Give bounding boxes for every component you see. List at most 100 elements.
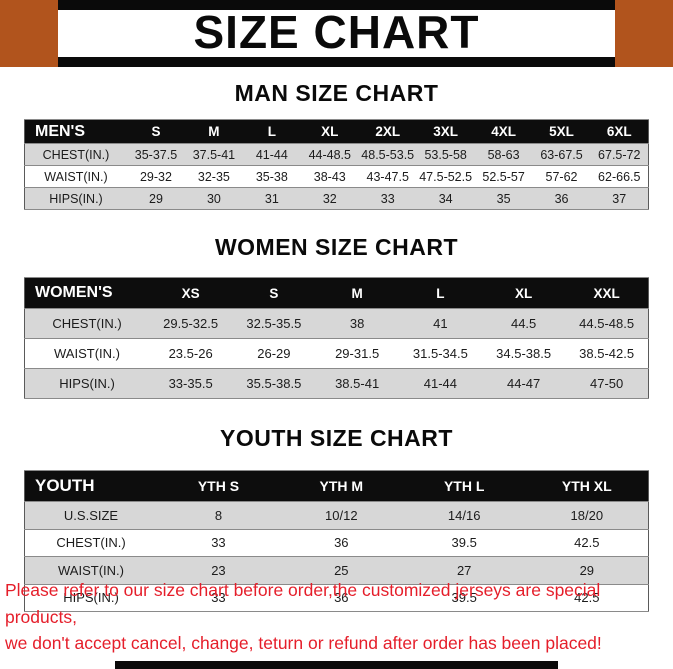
table-corner-header: YOUTH bbox=[24, 470, 157, 502]
table-cell: 44-48.5 bbox=[300, 143, 359, 166]
table-row: U.S.SIZE 8 10/12 14/16 18/20 bbox=[24, 501, 649, 530]
table-cell: 62-66.5 bbox=[590, 165, 649, 188]
table-cell: 35-37.5 bbox=[127, 143, 185, 166]
table-cell: 14/16 bbox=[402, 501, 526, 530]
table-cell: 32 bbox=[300, 187, 359, 210]
table-cell: 67.5-72 bbox=[590, 143, 649, 166]
column-header: YTH M bbox=[279, 470, 403, 502]
table-cell: 53.5-58 bbox=[416, 143, 475, 166]
column-header: XL bbox=[300, 119, 359, 144]
table-cell: 38.5-42.5 bbox=[565, 338, 649, 369]
table-cell: 35-38 bbox=[242, 165, 301, 188]
table-cell: 38 bbox=[315, 308, 399, 339]
row-label: HIPS(IN.) bbox=[24, 368, 149, 399]
row-label: HIPS(IN.) bbox=[24, 187, 127, 210]
header-row: YOUTH YTH S YTH M YTH L YTH XL bbox=[24, 470, 649, 502]
column-header: L bbox=[398, 277, 482, 309]
table-row: HIPS(IN.) 33 36 39.5 42.5 bbox=[24, 583, 649, 612]
table-row: CHEST(IN.) 29.5-32.5 32.5-35.5 38 41 44.5 44.5… bbox=[24, 308, 649, 339]
row-label: U.S.SIZE bbox=[24, 501, 157, 530]
table-cell: 39.5 bbox=[402, 583, 526, 612]
table-cell: 29 bbox=[525, 556, 649, 585]
column-header: 5XL bbox=[532, 119, 591, 144]
column-header: S bbox=[127, 119, 185, 144]
column-header: 6XL bbox=[590, 119, 649, 144]
column-header: 3XL bbox=[416, 119, 475, 144]
table-row: CHEST(IN.) 35-37.5 37.5-41 41-44 44-48.5 48.5… bbox=[24, 143, 649, 166]
table-cell: 25 bbox=[279, 556, 403, 585]
row-label: HIPS(IN.) bbox=[24, 583, 157, 612]
column-header: XL bbox=[482, 277, 566, 309]
table-cell: 29.5-32.5 bbox=[149, 308, 233, 339]
table-cell: 44-47 bbox=[482, 368, 566, 399]
table-cell: 42.5 bbox=[525, 528, 649, 557]
table-cell: 38-43 bbox=[300, 165, 359, 188]
orange-corner-right bbox=[615, 0, 673, 67]
column-header: YTH L bbox=[402, 470, 526, 502]
column-header: M bbox=[315, 277, 399, 309]
disclaimer-note: Please refer to our size chart before or… bbox=[5, 577, 668, 656]
table-cell: 33 bbox=[157, 583, 280, 612]
column-header: S bbox=[232, 277, 316, 309]
table-corner-header: WOMEN'S bbox=[24, 277, 149, 309]
table-cell: 34.5-38.5 bbox=[482, 338, 566, 369]
column-header: YTH S bbox=[157, 470, 280, 502]
table-cell: 26-29 bbox=[232, 338, 316, 369]
table-row: WAIST(IN.) 29-32 32-35 35-38 38-43 43-47.5 47.… bbox=[24, 165, 649, 188]
table-cell: 30 bbox=[184, 187, 243, 210]
column-header: YTH XL bbox=[525, 470, 649, 502]
table-cell: 57-62 bbox=[532, 165, 591, 188]
women-size-table: WOMEN'S XS S M L XL XXL CHEST(IN.) 29.5-32.5 32.5… bbox=[24, 277, 649, 399]
table-cell: 36 bbox=[279, 583, 403, 612]
section-heading-women: WOMEN SIZE CHART bbox=[214, 234, 459, 260]
row-label: WAIST(IN.) bbox=[24, 338, 149, 369]
row-label: CHEST(IN.) bbox=[24, 528, 157, 557]
table-cell: 31 bbox=[242, 187, 301, 210]
table-cell: 32.5-35.5 bbox=[232, 308, 316, 339]
table-cell: 29-31.5 bbox=[315, 338, 399, 369]
page-title: SIZE CHART bbox=[193, 6, 480, 58]
row-label: CHEST(IN.) bbox=[24, 308, 149, 339]
row-label: WAIST(IN.) bbox=[24, 165, 127, 188]
table-cell: 37 bbox=[590, 187, 649, 210]
table-cell: 33-35.5 bbox=[149, 368, 233, 399]
table-row: HIPS(IN.) 29 30 31 32 33 34 35 36 37 bbox=[24, 187, 649, 210]
column-header: 2XL bbox=[358, 119, 417, 144]
table-cell: 33 bbox=[157, 528, 280, 557]
table-cell: 33 bbox=[358, 187, 417, 210]
table-cell: 41-44 bbox=[398, 368, 482, 399]
table-cell: 34 bbox=[416, 187, 475, 210]
table-row: WAIST(IN.) 23.5-26 26-29 29-31.5 31.5-34.5 34… bbox=[24, 338, 649, 369]
table-cell: 42.5 bbox=[525, 583, 649, 612]
banner-bar-bottom bbox=[58, 57, 615, 67]
table-cell: 29-32 bbox=[127, 165, 185, 188]
youth-size-table: YOUTH YTH S YTH M YTH L YTH XL U.S.SIZE 8 10/12… bbox=[24, 470, 649, 612]
table-cell: 35.5-38.5 bbox=[232, 368, 316, 399]
column-header: XS bbox=[149, 277, 233, 309]
section-heading-youth: YOUTH SIZE CHART bbox=[220, 425, 453, 451]
table-cell: 31.5-34.5 bbox=[398, 338, 482, 369]
table-row: WAIST(IN.) 23 25 27 29 bbox=[24, 556, 649, 585]
disclaimer-line-2: we don't accept cancel, change, teturn o… bbox=[5, 632, 602, 653]
table-cell: 63-67.5 bbox=[532, 143, 591, 166]
column-header: 4XL bbox=[474, 119, 533, 144]
header-row: MEN'S S M L XL 2XL 3XL 4XL 5XL 6XL bbox=[24, 119, 649, 144]
section-heading-man: MAN SIZE CHART bbox=[234, 80, 439, 106]
table-cell: 35 bbox=[474, 187, 533, 210]
table-cell: 38.5-41 bbox=[315, 368, 399, 399]
table-cell: 39.5 bbox=[402, 528, 526, 557]
row-label: CHEST(IN.) bbox=[24, 143, 127, 166]
table-row: HIPS(IN.) 33-35.5 35.5-38.5 38.5-41 41-44 44-… bbox=[24, 368, 649, 399]
column-header: XXL bbox=[565, 277, 649, 309]
bottom-black-bar bbox=[115, 661, 558, 669]
table-cell: 23.5-26 bbox=[149, 338, 233, 369]
column-header: M bbox=[184, 119, 243, 144]
table-cell: 23 bbox=[157, 556, 280, 585]
table-cell: 58-63 bbox=[474, 143, 533, 166]
table-cell: 36 bbox=[279, 528, 403, 557]
orange-corner-left bbox=[0, 0, 58, 67]
table-cell: 32-35 bbox=[184, 165, 243, 188]
men-size-table: MEN'S S M L XL 2XL 3XL 4XL 5XL 6XL CHEST(IN.) 35-37… bbox=[24, 119, 649, 210]
table-cell: 47-50 bbox=[565, 368, 649, 399]
column-header: L bbox=[242, 119, 301, 144]
